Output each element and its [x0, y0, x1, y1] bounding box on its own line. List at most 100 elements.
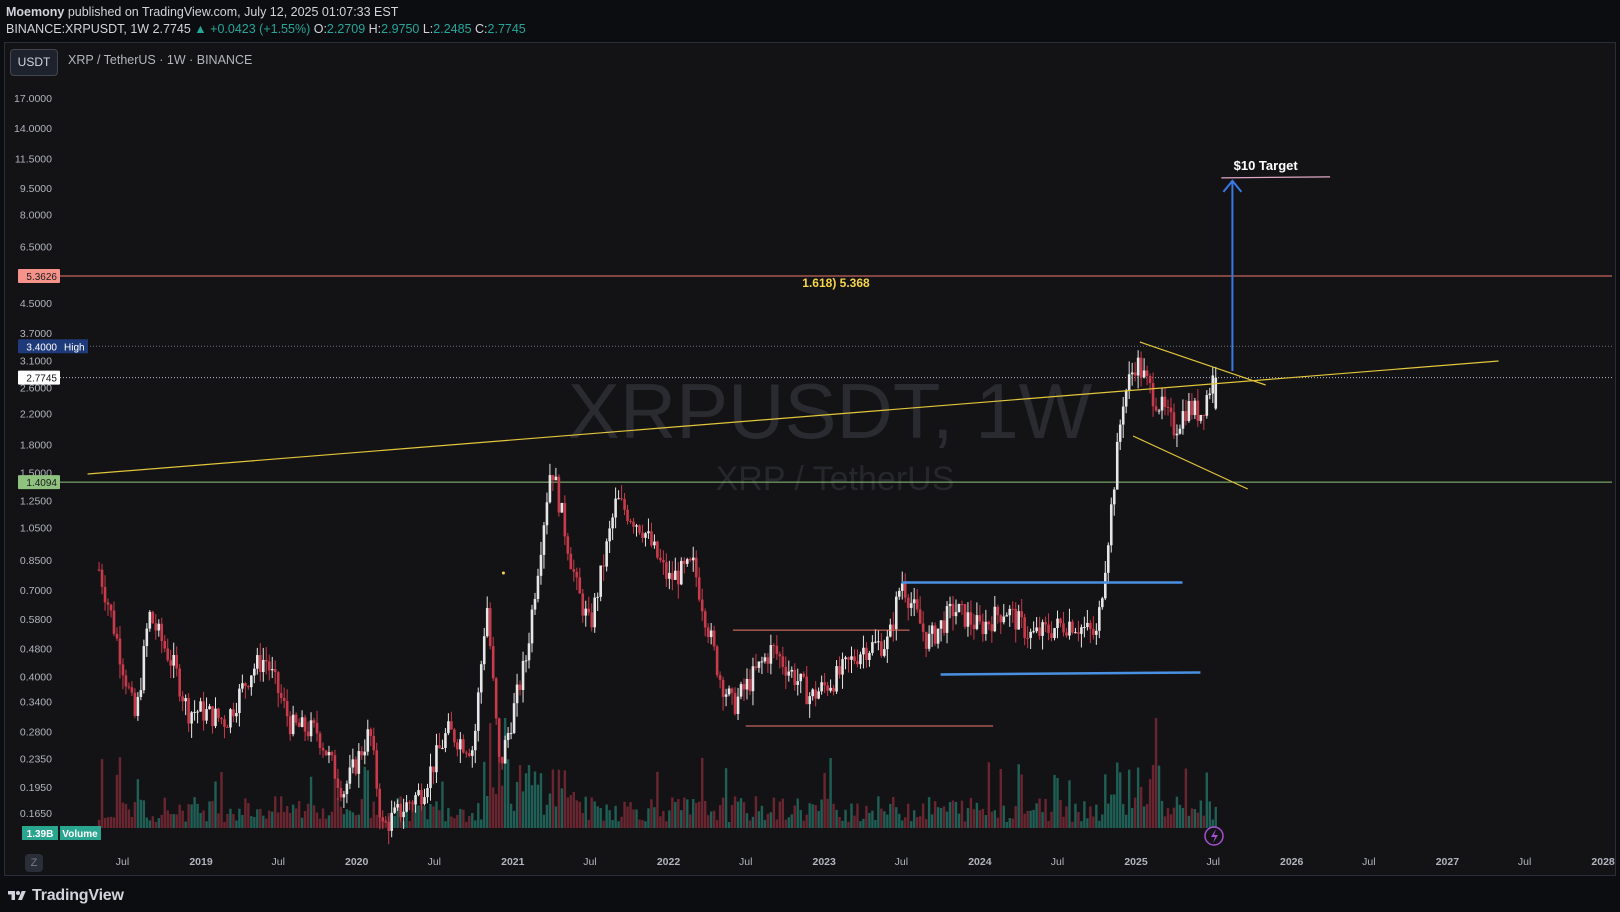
currency-button[interactable]: USDT	[10, 49, 58, 76]
candle	[130, 681, 134, 696]
x-tick-label: Jul	[1051, 856, 1064, 868]
candle	[1208, 387, 1212, 400]
volume-bar	[724, 768, 728, 828]
volume-bar	[730, 805, 734, 828]
volume-bar	[772, 797, 776, 828]
volume-bar	[106, 817, 110, 828]
volume-bar	[432, 806, 435, 828]
volume-bar	[456, 814, 459, 828]
volume-bar	[1014, 806, 1017, 828]
volume-bar	[1181, 807, 1185, 828]
volume-bar	[957, 813, 961, 828]
volume-bar	[951, 800, 955, 828]
volume-bar	[315, 812, 319, 828]
volume-bar	[823, 772, 826, 828]
x-tick-label: Jul	[428, 856, 441, 868]
candle-body	[285, 701, 289, 717]
volume-bar	[644, 821, 647, 828]
candle-body	[133, 692, 137, 716]
zoom-reset-button[interactable]: Z	[25, 854, 43, 872]
volume-bar	[593, 801, 596, 828]
candle	[151, 610, 155, 624]
candle-body	[1196, 400, 1200, 421]
author-name[interactable]: Moemony	[6, 5, 65, 19]
candle	[874, 629, 877, 644]
candle-body	[739, 684, 743, 697]
candle-body	[817, 691, 820, 699]
y-tick-label: 1.2500	[20, 496, 52, 508]
candle-body	[1029, 631, 1032, 638]
candle-body	[1080, 627, 1083, 634]
candle-body	[324, 750, 328, 756]
candle-body	[294, 714, 298, 723]
volume-bar	[178, 804, 181, 828]
candle	[626, 504, 629, 525]
candle-body	[351, 759, 355, 768]
candle	[1175, 424, 1179, 448]
candle	[285, 689, 289, 727]
candle	[470, 745, 474, 768]
volume-bar	[142, 800, 146, 828]
candle	[160, 617, 164, 654]
candle	[447, 713, 450, 736]
candle-body	[396, 804, 399, 808]
candle-body	[279, 693, 283, 698]
candle-body	[790, 669, 794, 672]
volume-bar	[121, 802, 125, 828]
candle-body	[650, 531, 653, 546]
volume-bar	[933, 801, 937, 828]
volume-bar	[665, 821, 668, 828]
x-tick-label: 2025	[1124, 856, 1148, 868]
volume-bar	[614, 805, 617, 828]
candle-body	[605, 541, 608, 567]
candle	[384, 816, 387, 824]
volume-bar	[1095, 804, 1098, 828]
volume-bar	[745, 813, 749, 828]
candle-body	[918, 609, 922, 624]
candle	[1127, 361, 1131, 400]
candle	[324, 750, 328, 757]
volume-bar	[629, 802, 632, 828]
candle	[270, 656, 274, 679]
candle-body	[524, 660, 528, 662]
candle	[1187, 392, 1191, 423]
candle-body	[841, 659, 844, 675]
volume-bar	[333, 773, 337, 828]
candle	[942, 611, 946, 636]
candle	[829, 679, 832, 693]
candle	[366, 719, 370, 756]
candle	[674, 557, 677, 580]
tradingview-icon	[8, 891, 26, 900]
volume-bar	[844, 809, 847, 828]
y-tick-label: 0.2800	[20, 726, 52, 738]
volume-bar	[357, 814, 361, 828]
volume-bar	[426, 819, 429, 828]
tradingview-brand: TradingView	[32, 887, 124, 904]
candle	[668, 560, 671, 590]
candle-body	[1205, 395, 1209, 416]
volume-bar	[566, 797, 570, 828]
candle-body	[775, 645, 779, 655]
candle-body	[1062, 623, 1065, 633]
volume-bar	[1116, 762, 1119, 828]
candle-body	[865, 647, 868, 660]
candle	[459, 732, 462, 764]
candle	[121, 658, 125, 690]
candle	[205, 697, 208, 724]
candle-body	[975, 615, 979, 630]
volume-bar	[214, 781, 217, 828]
candle-body	[372, 735, 376, 751]
candle	[1032, 621, 1035, 634]
volume-bar	[208, 801, 211, 828]
volume-bar	[247, 803, 250, 828]
volume-bar	[474, 820, 477, 828]
tradingview-logo[interactable]: TradingView	[6, 884, 124, 908]
candle	[1190, 393, 1194, 420]
candle	[491, 636, 495, 682]
candle	[1118, 419, 1122, 451]
candle-body	[1083, 626, 1086, 628]
volume-bar	[751, 816, 755, 828]
volume-bar	[715, 820, 719, 828]
chart-legend[interactable]: XRP / TetherUS · 1W · BINANCE	[68, 53, 253, 67]
